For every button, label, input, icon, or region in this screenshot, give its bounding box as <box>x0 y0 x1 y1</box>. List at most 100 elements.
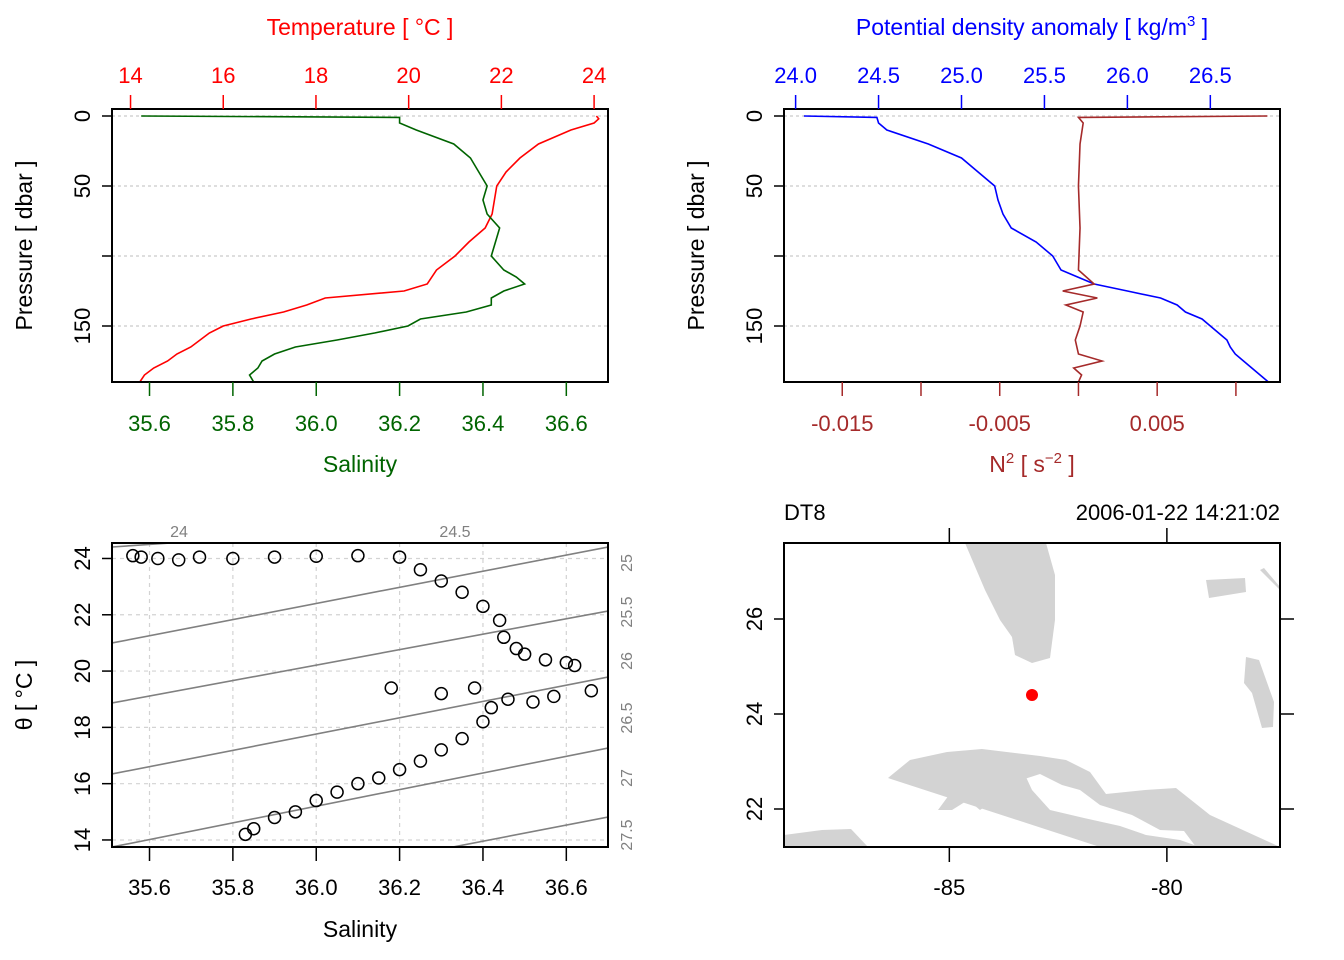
data-point <box>384 681 399 695</box>
plot-frame <box>111 108 609 383</box>
top-axis-tick-label: 24.0 <box>774 63 817 88</box>
data-point <box>267 810 282 825</box>
data-point <box>434 574 449 588</box>
bottom-axis-label: Salinity <box>323 451 398 477</box>
y-tick-label: 50 <box>70 174 95 198</box>
data-point <box>238 827 253 842</box>
y-tick-label: 22 <box>742 797 767 821</box>
top-axis-tick-label: 20 <box>396 63 420 88</box>
plot-frame <box>783 108 1281 383</box>
data-point <box>484 700 499 715</box>
station-name: DT8 <box>784 500 826 525</box>
x-tick-label: 36.6 <box>545 875 588 900</box>
plot-frame <box>111 542 609 848</box>
x-tick-label: -85 <box>933 875 965 900</box>
bottom-axis-tick-label: 35.6 <box>128 411 171 436</box>
data-point <box>288 805 303 819</box>
y-tick-label: 0 <box>70 110 95 122</box>
bottom-axis-tick-label: 36.2 <box>378 411 421 436</box>
data-point <box>509 641 524 656</box>
data-point <box>351 776 365 791</box>
isopycnal-line <box>112 546 608 644</box>
data-point <box>351 548 365 563</box>
land-polygon <box>784 829 868 847</box>
isopycnal-line <box>112 610 608 704</box>
data-point <box>151 551 165 566</box>
top-axis-label: Temperature [ °C ] <box>267 14 454 40</box>
y-tick-label: 22 <box>70 603 95 627</box>
x-tick-label: 35.6 <box>128 875 171 900</box>
data-point <box>434 743 449 757</box>
panel-density-n2-profile: 0 50 150 Pressure [ dbar ] 24.0 24.5 25.0 25.5 2… <box>683 13 1281 477</box>
bottom-axis-label: N2 [ s−2 ] <box>989 450 1075 477</box>
data-point <box>501 692 515 706</box>
isopycnal-label-right: 27.5 <box>619 819 636 850</box>
land-polygon <box>1206 578 1246 598</box>
plot-frame <box>783 542 1281 848</box>
isopycnal-label-right: 27 <box>619 769 636 787</box>
station-marker <box>1026 689 1038 701</box>
y-axis-label: Pressure [ dbar ] <box>11 160 37 330</box>
data-point <box>476 714 490 729</box>
isopycnal-label-top: 24.5 <box>439 524 470 541</box>
data-point <box>392 550 407 564</box>
x-tick-label: 36.4 <box>462 875 505 900</box>
bottom-axis-tick-label: 36.6 <box>545 411 588 436</box>
land-polygon <box>1260 568 1280 590</box>
data-point <box>584 684 599 698</box>
top-axis-tick-label: 26.0 <box>1106 63 1149 88</box>
y-tick-label: 150 <box>70 308 95 345</box>
y-tick-label: 18 <box>70 715 95 739</box>
data-point <box>309 793 323 808</box>
x-tick-label: 35.8 <box>211 875 254 900</box>
data-point <box>526 695 540 709</box>
data-point <box>517 647 532 661</box>
top-axis-tick-label: 24.5 <box>857 63 900 88</box>
bottom-axis-tick-label: -0.015 <box>811 411 873 436</box>
isopycnal-label-top: 24 <box>170 524 188 541</box>
top-axis-tick-label: 26.5 <box>1189 63 1232 88</box>
data-point <box>467 681 482 695</box>
land-polygon <box>1244 657 1274 728</box>
y-tick-label: 26 <box>742 607 767 631</box>
top-axis-tick-label: 22 <box>489 63 513 88</box>
x-axis-label: Salinity <box>323 916 398 942</box>
data-point <box>492 613 507 628</box>
bottom-axis-tick-label: 36.0 <box>295 411 338 436</box>
y-tick-label: 150 <box>742 308 767 345</box>
data-point <box>134 550 148 564</box>
panel-temperature-salinity-profile: 0 50 150 Pressure [ dbar ] 14 16 18 20 22 24 Tempe… <box>11 14 609 477</box>
isopycnal-label-right: 25.5 <box>619 596 636 627</box>
data-point <box>455 731 469 746</box>
y-tick-label: 24 <box>70 546 95 570</box>
data-point <box>226 551 240 566</box>
data-point <box>246 821 261 836</box>
data-point <box>392 762 407 777</box>
y-tick-label: 14 <box>70 828 95 852</box>
y-tick-label: 16 <box>70 771 95 795</box>
data-point <box>309 549 323 563</box>
y-tick-label: 20 <box>70 659 95 683</box>
bottom-axis-tick-label: 36.4 <box>462 411 505 436</box>
x-tick-label: 36.0 <box>295 875 338 900</box>
data-point <box>476 599 490 614</box>
top-axis-tick-label: 25.5 <box>1023 63 1066 88</box>
isopycnal-line <box>112 676 608 775</box>
land-polygon <box>888 749 1280 847</box>
bottom-axis-tick-label: -0.005 <box>969 411 1031 436</box>
data-point <box>559 655 574 670</box>
top-axis-tick-label: 14 <box>118 63 142 88</box>
bottom-axis-tick-label: 35.8 <box>211 411 254 436</box>
data-point <box>192 550 207 564</box>
data-point <box>455 585 469 600</box>
top-axis-tick-label: 25.0 <box>940 63 983 88</box>
land-polygon <box>965 543 1055 663</box>
isopycnal-line <box>448 816 608 847</box>
data-point <box>267 550 282 564</box>
y-axis-label: θ [ °C ] <box>11 660 37 731</box>
isopycnal-line <box>112 943 608 960</box>
top-axis-tick-label: 18 <box>304 63 328 88</box>
isopycnal-label-right: 26.5 <box>619 702 636 733</box>
top-axis-label: Potential density anomaly [ kg/m3 ] <box>856 13 1208 40</box>
